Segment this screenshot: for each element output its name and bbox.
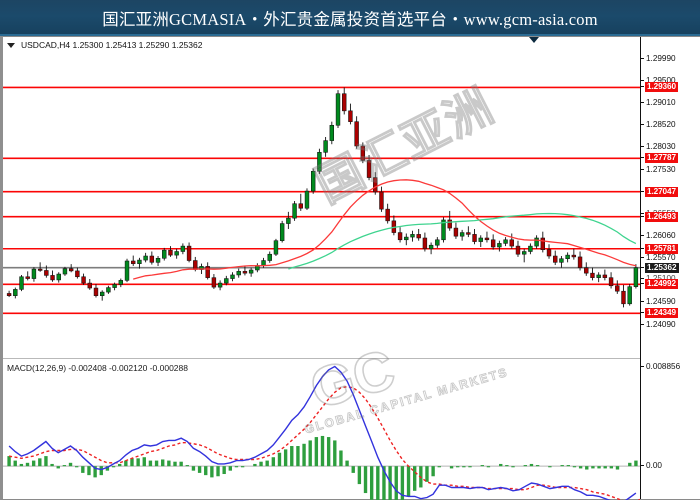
chart-window: USDCAD,H4 1.25300 1.25413 1.25290 1.2536…	[0, 36, 700, 500]
banner-divider	[0, 34, 700, 36]
symbol-info-row[interactable]: USDCAD,H4 1.25300 1.25413 1.25290 1.2536…	[7, 39, 202, 51]
triangle-down-icon	[529, 37, 539, 43]
price-tick: 1.24349	[641, 308, 700, 319]
price-pane[interactable]	[3, 53, 640, 329]
banner-title: 国汇亚洲GCMASIA・外汇贵金属投资首选平台・www.gcm-asia.com	[102, 10, 598, 29]
price-tick: 1.29990	[641, 54, 700, 64]
macd-tick: 0.008856	[641, 362, 700, 372]
price-tick: 1.25362	[641, 262, 700, 273]
price-tick: 1.24090	[641, 320, 700, 330]
price-tick: 1.28520	[641, 120, 700, 130]
price-tick: 1.25100	[641, 274, 700, 284]
price-tick: 1.29010	[641, 98, 700, 108]
price-tick: 1.24590	[641, 297, 700, 307]
promo-banner: 国汇亚洲GCMASIA・外汇贵金属投资首选平台・www.gcm-asia.com	[0, 0, 700, 36]
macd-indicator-label: MACD(12,26,9) -0.002408 -0.002120 -0.000…	[7, 363, 188, 373]
price-tick: 1.27047	[641, 186, 700, 197]
symbol-info-label: USDCAD,H4 1.25300 1.25413 1.25290 1.2536…	[21, 40, 203, 50]
macd-plot	[3, 365, 640, 500]
candlestick-plot	[3, 86, 640, 315]
price-axis[interactable]: 1.29990 1.29500 1.29360 1.29010 1.28520 1.280…	[640, 37, 700, 499]
price-tick: 1.27530	[641, 165, 700, 175]
price-tick: 1.29500	[641, 76, 700, 86]
price-tick: 1.26060	[641, 231, 700, 241]
price-tick: 1.27787	[641, 153, 700, 164]
price-tick: 1.25570	[641, 253, 700, 263]
price-tick: 1.29360	[641, 82, 700, 93]
macd-pane[interactable]	[3, 363, 640, 500]
macd-tick: 0.00	[641, 461, 700, 471]
price-tick: 1.26493	[641, 211, 700, 222]
price-tick: 1.28030	[641, 142, 700, 152]
price-tick: 1.25781	[641, 243, 700, 254]
chevron-down-icon[interactable]	[7, 43, 15, 48]
pane-divider	[3, 358, 640, 359]
price-tick: 1.24992	[641, 279, 700, 290]
